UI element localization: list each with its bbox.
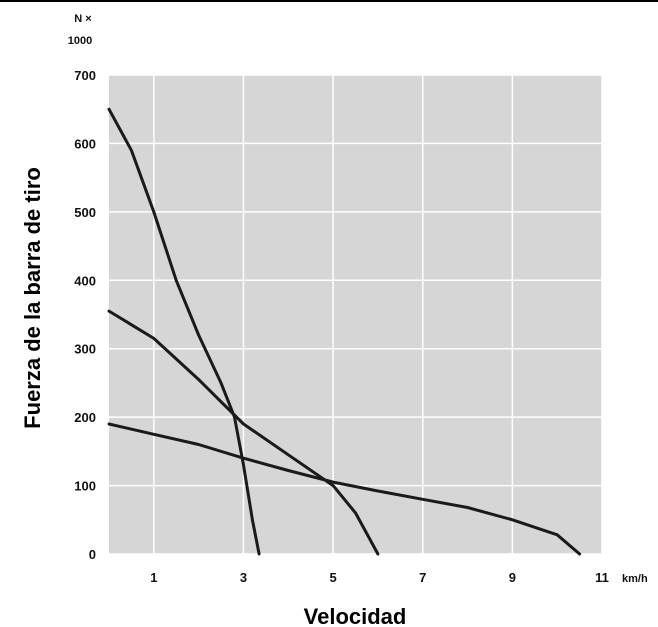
x-tick-label-3: 7	[419, 570, 426, 585]
x-tick-label-5: 11	[595, 570, 609, 585]
y-tick-label-0: 0	[89, 547, 96, 562]
y-tick-labels: 0 100 200 300 400 500 600 700	[74, 68, 96, 562]
x-tick-label-4: 9	[509, 570, 516, 585]
top-border	[0, 0, 658, 2]
series-line-2	[107, 309, 380, 556]
x-tick-label-1: 3	[240, 570, 247, 585]
x-axis-unit: km/h	[622, 573, 648, 585]
x-tick-label-2: 5	[329, 570, 336, 585]
series-line-1	[107, 107, 261, 556]
x-tick-label-0: 1	[150, 570, 157, 585]
y-axis-title: Fuerza de la barra de tiro	[20, 167, 45, 429]
y-tick-label-1: 100	[74, 479, 96, 494]
series-group	[107, 107, 582, 556]
series-line-3	[107, 422, 582, 556]
x-axis-title: Velocidad	[304, 604, 407, 627]
plot-background	[109, 75, 602, 554]
y-tick-label-5: 500	[74, 205, 96, 220]
x-tick-labels: 1 3 5 7 9 11	[150, 570, 609, 585]
grid	[109, 74, 603, 555]
y-tick-label-2: 200	[74, 410, 96, 425]
y-axis-unit-line2: 1000	[68, 35, 92, 47]
y-tick-label-4: 400	[74, 273, 96, 288]
y-tick-label-6: 600	[74, 136, 96, 151]
y-tick-label-7: 700	[74, 68, 96, 83]
y-tick-label-3: 300	[74, 342, 96, 357]
y-axis-unit-line1: N ×	[74, 13, 91, 25]
